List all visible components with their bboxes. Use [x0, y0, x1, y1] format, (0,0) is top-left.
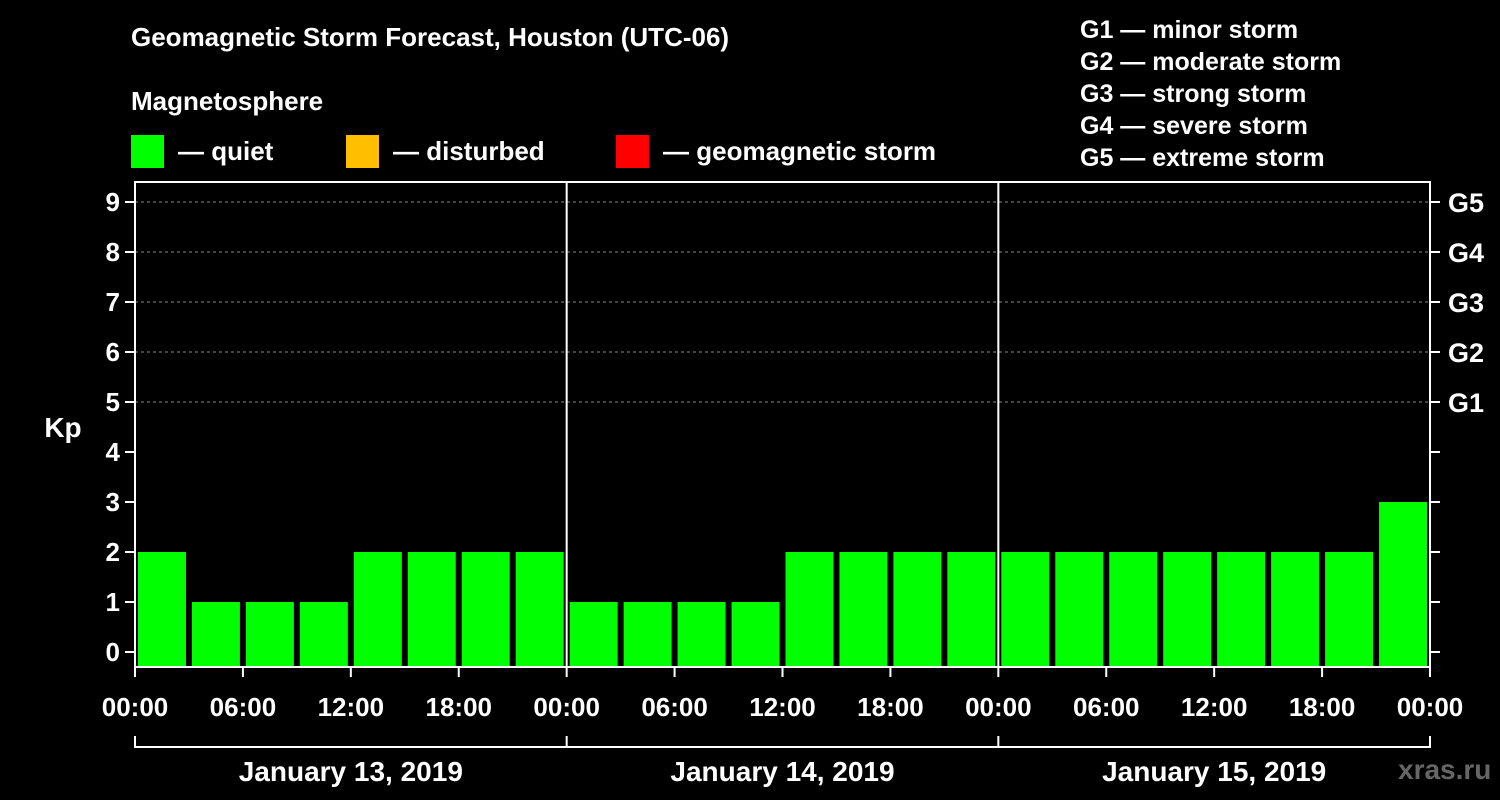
quiet-swatch	[131, 134, 164, 168]
storm-level-label: G5	[1448, 188, 1484, 218]
x-tick-label: 12:00	[318, 692, 385, 722]
y-tick-label: 9	[106, 187, 120, 217]
y-tick-label: 0	[106, 637, 120, 667]
kp-bar	[569, 602, 618, 667]
y-tick-label: 4	[106, 437, 121, 467]
y-tick-label: 7	[106, 287, 120, 317]
kp-bar	[947, 552, 996, 667]
storm-scale-list: G1 — minor storm G2 — moderate storm G3 …	[1080, 14, 1341, 174]
disturbed-swatch	[346, 134, 379, 168]
x-tick-label: 06:00	[1073, 692, 1140, 722]
kp-bar	[245, 602, 294, 667]
storm-scale-g5: G5 — extreme storm	[1080, 144, 1325, 172]
x-tick-label: 18:00	[426, 692, 493, 722]
y-tick-label: 3	[106, 487, 120, 517]
legend-label-quiet: — quiet	[178, 135, 274, 166]
x-tick-label: 00:00	[1397, 692, 1464, 722]
storm-scale-g4: G4 — severe storm	[1080, 112, 1308, 140]
kp-bar	[461, 552, 510, 667]
chart-title: Geomagnetic Storm Forecast, Houston (UTC…	[131, 22, 730, 52]
y-axis-label: Kp	[44, 412, 81, 443]
x-tick-label: 06:00	[210, 692, 277, 722]
kp-bar	[1271, 552, 1320, 667]
storm-level-label: G3	[1448, 288, 1484, 318]
kp-bar	[893, 552, 942, 667]
legend-title: Magnetosphere	[131, 86, 324, 116]
kp-bar	[1001, 552, 1050, 667]
x-tick-label: 18:00	[1289, 692, 1356, 722]
legend-item-disturbed: — disturbed	[346, 134, 545, 168]
legend-label-disturbed: — disturbed	[393, 135, 545, 166]
kp-bar	[299, 602, 348, 667]
storm-level-label: G2	[1448, 338, 1484, 368]
y-tick-label: 5	[106, 387, 120, 417]
storm-level-label: G1	[1448, 388, 1484, 418]
y-tick-label: 8	[106, 237, 120, 267]
kp-bar	[839, 552, 888, 667]
x-tick-label: 18:00	[857, 692, 924, 722]
x-tick-label: 12:00	[749, 692, 816, 722]
kp-bar	[731, 602, 780, 667]
x-tick-label: 00:00	[533, 692, 600, 722]
x-tick-label: 00:00	[102, 692, 169, 722]
x-tick-label: 12:00	[1181, 692, 1248, 722]
kp-bar	[1163, 552, 1212, 667]
kp-bar	[1055, 552, 1104, 667]
kp-bar	[191, 602, 240, 667]
x-tick-label: 00:00	[965, 692, 1032, 722]
legend-label-storm: — geomagnetic storm	[663, 135, 937, 166]
kp-bar	[515, 552, 564, 667]
legend-item-storm: — geomagnetic storm	[616, 134, 936, 168]
kp-bar	[623, 602, 672, 667]
kp-bar	[1325, 552, 1374, 667]
kp-bar	[1217, 552, 1266, 667]
day-label: January 15, 2019	[1102, 756, 1326, 787]
storm-scale-g3: G3 — strong storm	[1080, 80, 1307, 108]
legend-item-quiet: — quiet	[131, 134, 273, 168]
y-tick-label: 1	[106, 587, 120, 617]
kp-bar	[1379, 502, 1427, 667]
kp-bar	[353, 552, 402, 667]
kp-bar	[1109, 552, 1158, 667]
kp-bar	[677, 602, 726, 667]
day-label: January 13, 2019	[239, 756, 463, 787]
storm-level-label: G4	[1448, 238, 1484, 268]
watermark: xras.ru	[1398, 754, 1492, 785]
kp-bar	[785, 552, 834, 667]
kp-bar	[138, 552, 186, 667]
kp-bar	[407, 552, 456, 667]
day-label: January 14, 2019	[670, 756, 894, 787]
storm-swatch	[616, 134, 649, 168]
y-tick-label: 2	[106, 537, 120, 567]
storm-scale-g2: G2 — moderate storm	[1080, 48, 1342, 76]
x-tick-label: 06:00	[641, 692, 708, 722]
storm-scale-g1: G1 — minor storm	[1080, 16, 1299, 44]
y-tick-label: 6	[106, 337, 120, 367]
